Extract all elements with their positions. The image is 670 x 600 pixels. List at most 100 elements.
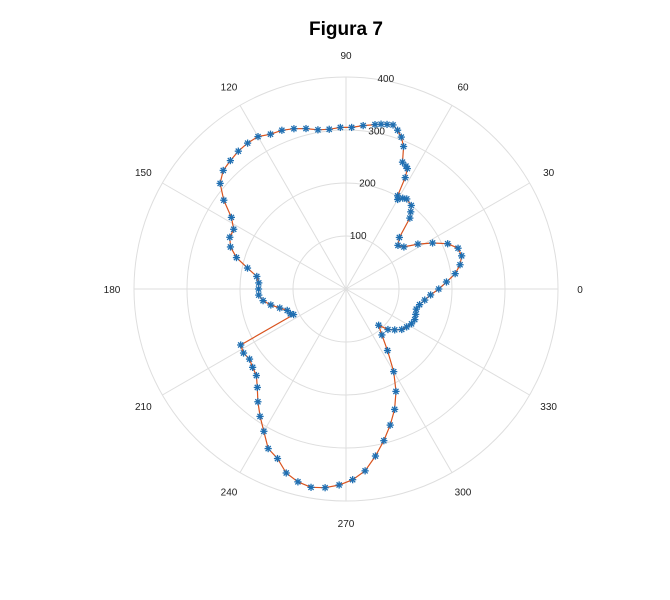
data-series [216, 120, 466, 492]
grid-spoke [239, 288, 347, 473]
data-point-marker [394, 241, 402, 249]
data-point-marker [414, 240, 422, 248]
data-point-marker [426, 291, 435, 299]
data-point-marker [444, 240, 452, 248]
angle-tick-label: 30 [543, 168, 555, 179]
data-point-marker [227, 213, 235, 221]
data-point-marker [260, 427, 268, 435]
data-point-marker [219, 166, 227, 175]
data-point-marker [407, 320, 416, 328]
data-point-marker [254, 398, 262, 406]
data-point-marker [254, 133, 262, 141]
polar-grid [133, 76, 559, 502]
data-point-marker [230, 225, 238, 233]
radial-tick-labels: 100 200 300 400 [350, 74, 395, 242]
data-point-marker [276, 304, 284, 312]
data-point-marker [384, 325, 392, 334]
data-point-marker [442, 278, 451, 286]
data-point-marker [456, 261, 464, 269]
data-point-marker [259, 297, 267, 305]
data-point-marker [243, 264, 252, 272]
angle-tick-label: 150 [135, 168, 152, 179]
data-point-marker [335, 481, 343, 489]
data-point-marker [421, 296, 429, 304]
data-point-marker [380, 437, 388, 445]
data-point-marker [348, 123, 356, 132]
grid-spoke [345, 288, 453, 473]
data-point-marker [411, 316, 419, 324]
data-point-marker [226, 156, 234, 165]
data-point-marker [254, 285, 263, 293]
data-point-marker [451, 270, 459, 278]
data-point-marker [336, 123, 344, 132]
data-point-marker [325, 125, 333, 133]
data-point-marker [398, 325, 406, 334]
data-point-marker [458, 252, 466, 260]
data-point-marker [216, 179, 224, 187]
angle-tick-label: 330 [540, 402, 557, 413]
data-point-marker [412, 305, 420, 313]
data-point-marker [220, 196, 228, 204]
data-point-marker [391, 405, 399, 413]
data-point-marker [393, 126, 402, 134]
data-point-marker [386, 421, 394, 429]
angle-tick-label: 300 [455, 488, 472, 499]
data-point-marker [391, 326, 399, 334]
data-point-marker [399, 142, 408, 151]
data-point-marker [378, 331, 386, 339]
data-point-marker [226, 233, 234, 241]
data-point-marker [321, 484, 329, 492]
data-point-marker [302, 124, 310, 133]
angle-tick-label: 240 [221, 488, 238, 499]
data-point-marker [454, 244, 462, 252]
data-point-marker [234, 147, 242, 155]
data-point-marker [359, 122, 367, 130]
data-point-marker [255, 291, 263, 299]
data-point-marker [361, 467, 369, 475]
angle-tick-label: 90 [340, 51, 352, 62]
data-point-marker [428, 239, 437, 247]
data-point-marker [407, 201, 415, 210]
data-point-marker [264, 444, 272, 453]
data-point-marker [392, 387, 400, 396]
data-point-marker [377, 120, 385, 128]
data-point-marker [307, 483, 315, 491]
data-point-marker [398, 158, 407, 166]
data-point-marker [244, 139, 252, 147]
radial-tick-label: 300 [368, 126, 385, 137]
data-point-marker [375, 321, 383, 329]
data-point-marker [253, 272, 261, 281]
data-point-marker [245, 355, 254, 363]
series-line [219, 123, 463, 489]
data-point-marker [314, 126, 322, 134]
data-point-marker [232, 253, 241, 262]
radial-tick-label: 200 [359, 179, 376, 190]
data-point-marker [278, 126, 286, 134]
data-point-marker [435, 285, 443, 293]
data-point-marker [249, 363, 257, 371]
grid-spoke [162, 182, 347, 290]
data-point-marker [252, 371, 261, 380]
data-point-marker [282, 469, 290, 477]
data-point-marker [394, 192, 402, 200]
data-point-marker [389, 121, 397, 129]
data-point-marker [383, 346, 392, 355]
data-point-marker [349, 476, 357, 484]
data-point-marker [371, 452, 380, 460]
angle-tick-label: 0 [577, 285, 583, 296]
data-point-marker [403, 323, 411, 331]
radial-tick-label: 400 [377, 74, 394, 85]
angle-tick-label: 180 [104, 285, 121, 296]
data-point-marker [239, 349, 248, 357]
angular-tick-labels: 0 30 60 90 120 150 180 210 240 270 300 330 [104, 51, 584, 530]
data-point-marker [290, 310, 298, 319]
angle-tick-label: 210 [135, 402, 152, 413]
data-point-marker [267, 301, 275, 309]
data-point-marker [406, 214, 414, 222]
data-point-marker [273, 454, 282, 463]
data-point-marker [407, 208, 415, 216]
data-point-marker [390, 368, 398, 376]
data-point-marker [294, 478, 302, 486]
data-point-marker [397, 133, 405, 141]
